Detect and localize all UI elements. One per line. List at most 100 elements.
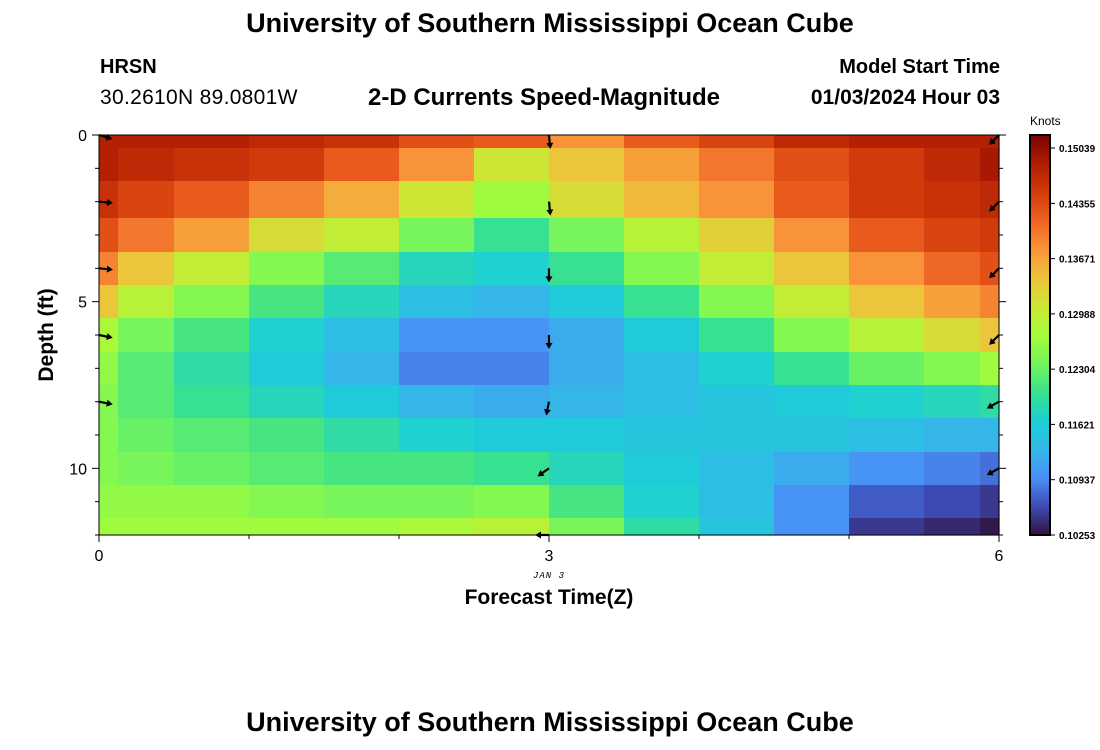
heatmap-cell <box>118 318 175 353</box>
heatmap-cell <box>549 218 625 253</box>
heatmap-cell <box>924 285 981 319</box>
heatmap-cell <box>774 148 850 182</box>
heatmap-cell <box>849 385 925 419</box>
heatmap-cell <box>980 148 1000 182</box>
arrow-head <box>546 142 554 149</box>
heatmap-cell <box>324 181 400 219</box>
current-arrow <box>543 401 551 416</box>
arrow-head <box>543 408 551 416</box>
heatmap-cell <box>549 252 625 286</box>
heatmap-cell <box>174 485 250 519</box>
heatmap-cell <box>774 518 850 536</box>
arrow-head <box>106 399 113 407</box>
heatmap-cell <box>399 318 475 353</box>
heatmap-cell <box>174 318 250 353</box>
heatmap-cell <box>924 452 981 486</box>
heatmap-cell <box>249 352 325 386</box>
heatmap-cell <box>699 418 775 453</box>
heatmap-cell <box>849 352 925 386</box>
y-tick-label: 0 <box>78 128 87 145</box>
y-axis-title: Depth (ft) <box>35 288 58 381</box>
heatmap-cell <box>924 252 981 286</box>
colorbar-tick-label: 0.10253 <box>1059 531 1096 542</box>
x-tick-label: 0 <box>95 548 104 565</box>
heatmap-cell <box>624 181 700 219</box>
heatmap-cell <box>399 452 475 486</box>
heatmap-cell <box>699 218 775 253</box>
arrow-head <box>989 271 996 279</box>
model-start-label: Model Start Time <box>839 56 1000 78</box>
current-arrow <box>98 133 113 141</box>
arrow-head <box>106 333 113 341</box>
heatmap-cell <box>924 318 981 353</box>
heatmap-cell <box>699 285 775 319</box>
heatmap-cell <box>699 181 775 219</box>
x-tick-label: 6 <box>995 548 1004 565</box>
arrow-head <box>537 470 545 477</box>
current-arrow <box>98 265 113 273</box>
heatmap-cell <box>324 148 400 182</box>
current-arrow <box>545 268 553 283</box>
arrow-head <box>986 469 994 476</box>
heatmap-cell <box>99 452 119 486</box>
heatmap-cell <box>924 218 981 253</box>
heatmap-cell <box>774 452 850 486</box>
heatmap-cell <box>249 318 325 353</box>
heatmap-cell <box>399 285 475 319</box>
heatmap-cell <box>624 252 700 286</box>
x-axis-title: Forecast Time(Z) <box>465 586 634 609</box>
heatmap-cell <box>474 252 550 286</box>
heatmap-cell <box>474 518 550 536</box>
heatmap-cell <box>849 418 925 453</box>
arrow-head <box>106 198 113 206</box>
heatmap-cell <box>249 252 325 286</box>
current-arrow <box>989 334 1000 345</box>
heatmap-cell <box>980 285 1000 319</box>
heatmap-cell <box>399 418 475 453</box>
heatmap-cell <box>924 148 981 182</box>
heatmap-cell <box>774 318 850 353</box>
heatmap-cell <box>474 181 550 219</box>
heatmap-cell <box>174 148 250 182</box>
current-arrow <box>986 467 1000 476</box>
heatmap-cell <box>474 352 550 386</box>
current-arrow <box>537 467 550 477</box>
heatmap-cell <box>249 285 325 319</box>
heatmap-cell <box>774 352 850 386</box>
colorbar-tick-label: 0.10937 <box>1059 476 1096 487</box>
arrow-head <box>535 531 541 539</box>
heatmap-cell <box>980 418 1000 453</box>
heatmap-cell <box>980 181 1000 219</box>
heatmap-cell <box>549 352 625 386</box>
heatmap-cell <box>474 452 550 486</box>
station-coordinates: 30.2610N 89.0801W <box>100 86 298 109</box>
heatmap-cell <box>324 252 400 286</box>
current-arrow <box>989 267 1000 279</box>
heatmap-cell <box>924 518 981 536</box>
heatmap-cell <box>624 285 700 319</box>
heatmap-cell <box>774 385 850 419</box>
heatmap-cell <box>174 418 250 453</box>
heatmap-cell <box>174 181 250 219</box>
heatmap-cell <box>249 135 325 149</box>
heatmap-cell <box>399 148 475 182</box>
heatmap-cell <box>774 285 850 319</box>
heatmap-cell <box>699 385 775 419</box>
arrow-head <box>989 138 996 145</box>
heatmap-cell <box>849 135 925 149</box>
heatmap-cell <box>924 352 981 386</box>
heatmap-cell <box>624 418 700 453</box>
heatmap-cell <box>624 318 700 353</box>
heatmap-cell <box>249 518 325 536</box>
heatmap-cell <box>924 385 981 419</box>
heatmap-cell <box>774 181 850 219</box>
current-arrow <box>989 200 1000 212</box>
heatmap-cell <box>924 418 981 453</box>
heatmap-cell <box>624 485 700 519</box>
heatmap-cell <box>549 485 625 519</box>
heatmap-cell <box>249 181 325 219</box>
heatmap-cell <box>549 318 625 353</box>
heatmap-cell <box>174 285 250 319</box>
heatmap-cell <box>399 135 475 149</box>
heatmap-cell <box>699 518 775 536</box>
